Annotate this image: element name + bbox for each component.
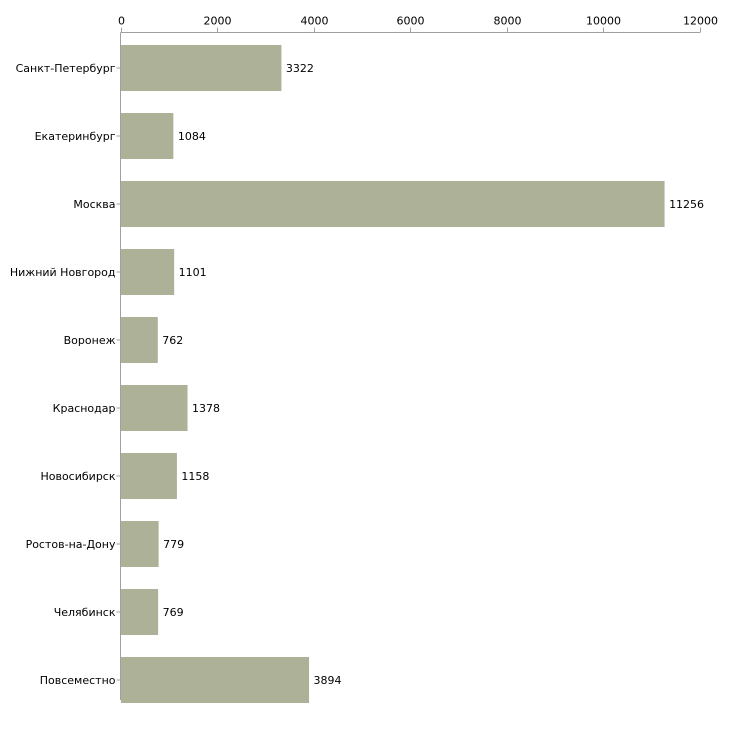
- x-tick-label: 4000: [301, 15, 329, 28]
- value-label: 3322: [286, 62, 314, 75]
- category-label: Москва: [73, 198, 115, 211]
- value-label: 3894: [314, 674, 342, 687]
- x-tick-label: 10000: [586, 15, 621, 28]
- value-label: 1101: [179, 266, 207, 279]
- category-label: Екатеринбург: [35, 130, 116, 143]
- category-label: Новосибирск: [40, 470, 115, 483]
- bar: [121, 113, 174, 159]
- bars-group: 3322 1084 11256 1101 762 1378 1158 779 769 3894: [121, 45, 704, 703]
- value-label: 1084: [178, 130, 206, 143]
- x-tick-label: 0: [118, 15, 125, 28]
- value-label: 1378: [192, 402, 220, 415]
- bar: [121, 181, 665, 227]
- category-label: Челябинск: [54, 606, 116, 619]
- bar: [121, 317, 158, 363]
- x-tick-label: 8000: [494, 15, 522, 28]
- bar: [121, 521, 159, 567]
- x-tick-label: 2000: [204, 15, 232, 28]
- bar: [121, 657, 310, 703]
- bar: [121, 453, 177, 499]
- value-label: 11256: [669, 198, 704, 211]
- x-tick-label: 6000: [397, 15, 425, 28]
- category-label: Ростов-на-Дону: [26, 538, 116, 551]
- category-label: Нижний Новгород: [10, 266, 116, 279]
- category-label: Повсеместно: [40, 674, 116, 687]
- x-tick-label: 12000: [683, 15, 718, 28]
- value-label: 1158: [181, 470, 209, 483]
- bar: [121, 589, 159, 635]
- value-label: 762: [162, 334, 183, 347]
- category-label: Воронеж: [64, 334, 116, 347]
- x-axis: 0 2000 4000 6000 8000 10000 12000: [118, 15, 718, 33]
- category-label: Краснодар: [53, 402, 116, 415]
- category-label: Санкт-Петербург: [16, 62, 116, 75]
- bar: [121, 249, 175, 295]
- value-label: 779: [163, 538, 184, 551]
- y-axis: Санкт-Петербург Екатеринбург Москва Нижний …: [10, 32, 121, 700]
- bar: [121, 385, 188, 431]
- bar: [121, 45, 282, 91]
- value-label: 769: [163, 606, 184, 619]
